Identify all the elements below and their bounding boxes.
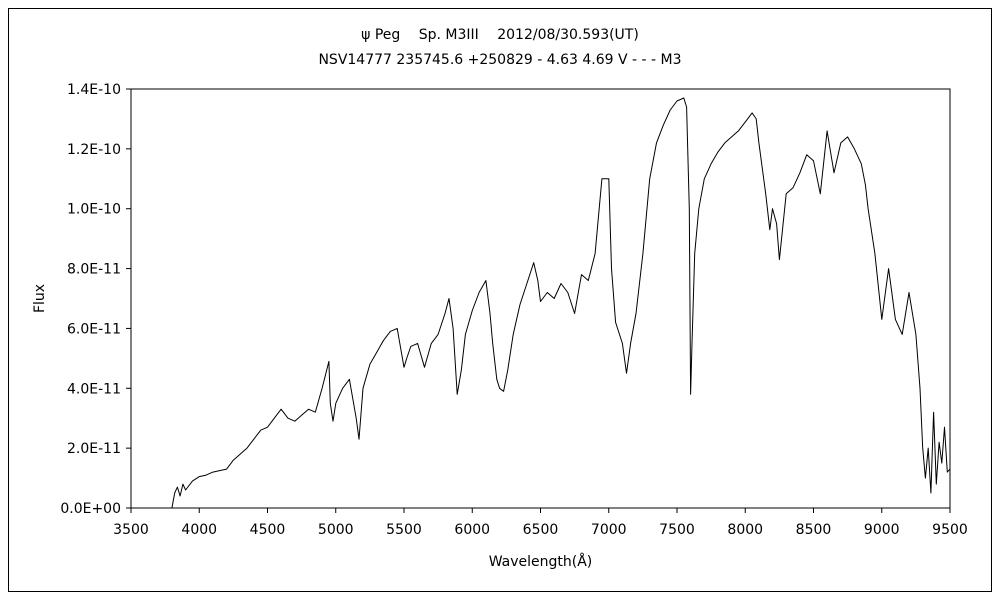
y-tick-label: 4.0E-11 (67, 381, 121, 397)
x-axis-label: Wavelength(Å) (489, 553, 593, 570)
y-tick-label: 0.0E+00 (60, 501, 121, 517)
x-tick-label: 4000 (181, 522, 217, 538)
x-axis-ticks: 3500 4000 4500 5000 5500 6000 6500 7000 7500 8000… (113, 508, 968, 538)
x-tick-label: 8000 (727, 522, 763, 538)
x-tick-label: 7000 (591, 522, 627, 538)
x-tick-label: 5000 (318, 522, 354, 538)
x-tick-label: 4500 (250, 522, 286, 538)
chart-title-line-2: NSV14777 235745.6 +250829 - 4.63 4.69 V … (318, 52, 682, 68)
y-tick-label: 8.0E-11 (67, 262, 121, 278)
x-tick-label: 6000 (454, 522, 490, 538)
x-tick-label: 8500 (796, 522, 832, 538)
x-tick-label: 5500 (386, 522, 422, 538)
y-axis-ticks: 0.0E+00 2.0E-11 4.0E-11 6.0E-11 8.0E-11 1.0E-… (60, 82, 131, 517)
chart-frame (8, 8, 992, 592)
x-tick-label: 9000 (864, 522, 900, 538)
x-tick-label: 3500 (113, 522, 149, 538)
y-tick-label: 6.0E-11 (67, 321, 121, 337)
y-tick-label: 1.2E-10 (67, 142, 121, 158)
x-tick-label: 9500 (932, 522, 968, 538)
y-tick-label: 1.0E-10 (67, 202, 121, 218)
y-axis-label: Flux (32, 284, 48, 313)
series-line-0 (171, 97, 951, 509)
y-tick-label: 1.4E-10 (67, 82, 121, 98)
series-layer (171, 97, 951, 509)
x-tick-label: 7500 (659, 522, 695, 538)
x-tick-label: 6500 (523, 522, 559, 538)
chart-title-line-1: ψ Peg Sp. M3III 2012/08/30.593(UT) (361, 27, 639, 43)
y-tick-label: 2.0E-11 (67, 441, 121, 457)
